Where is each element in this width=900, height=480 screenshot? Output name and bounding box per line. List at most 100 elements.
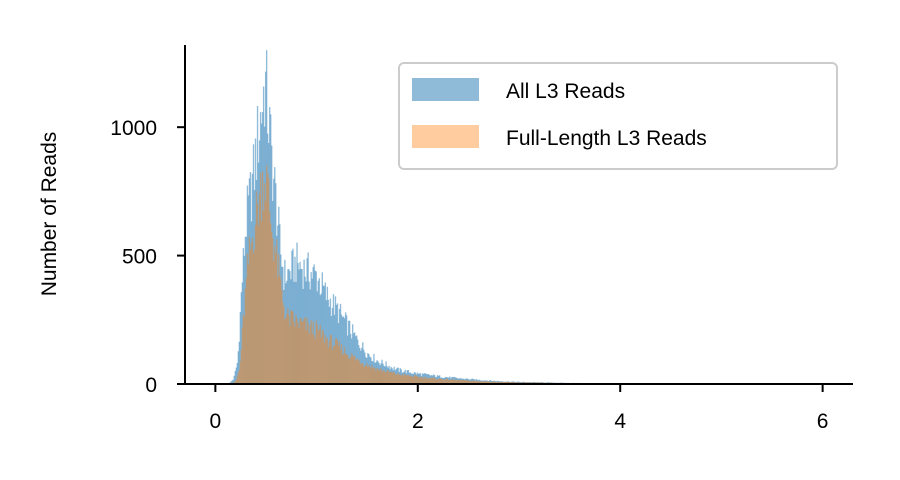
histogram-bar [285,283,287,384]
histogram-bar [331,349,334,384]
histogram-bar [257,162,260,384]
histogram-bar [360,364,362,384]
histogram-bar [370,357,372,384]
histogram-bar [447,378,449,384]
histogram-bar [337,345,340,384]
histogram-bar [255,191,258,384]
histogram-bar [511,381,514,384]
histogram-bar [418,373,421,384]
histogram-bar [361,363,363,384]
histogram-bar [401,374,403,384]
histogram-bar [475,378,477,384]
histogram-bar [318,329,320,384]
histogram-bar [258,140,261,384]
histogram-bar [396,374,398,384]
histogram-bar [332,294,335,384]
histogram-bar [441,378,443,384]
histogram-bar [311,278,313,384]
histogram-bar [505,381,508,384]
histogram-bar [286,280,288,384]
histogram-bar [488,381,490,384]
histogram-bar [265,50,268,384]
histogram-bar [230,381,232,384]
histogram-bar [438,379,440,384]
histogram-bar [291,250,293,384]
histogram-bar [286,313,288,384]
histogram-bar [452,377,454,384]
histogram-bar [410,373,413,384]
histogram-bar [352,324,354,384]
histogram-bar [328,341,331,384]
histogram-bar [443,379,445,384]
histogram-bar [296,318,298,384]
histogram-bar [359,361,361,384]
x-tick-label: 6 [817,410,829,433]
histogram-bar [330,335,333,384]
histogram-bar [430,377,433,384]
histogram-bar [323,286,326,384]
histogram-bar [300,268,302,384]
histogram-bar [446,378,448,384]
histogram-bar [380,363,382,384]
histogram-bar [292,311,294,384]
histogram-bar [321,272,323,384]
histogram-bar [485,380,487,384]
histogram-bar [439,378,441,384]
histogram-bar [501,381,504,384]
histogram-bar [260,123,263,384]
histogram-bar [279,275,281,384]
histogram-bar [372,361,374,384]
histogram-bar [322,285,325,384]
histogram-bar [469,379,471,384]
histogram-bar [436,379,438,384]
histogram-bar [315,271,317,384]
histogram-bar [344,353,347,384]
histogram-bar [407,370,410,384]
histogram-bar [342,353,345,384]
histogram-bar [241,282,244,384]
histogram-bar [379,365,381,384]
histogram-bar [350,338,353,384]
histogram-bar [422,374,425,384]
histogram-bar [485,381,487,384]
histogram-bar [409,372,412,384]
histogram-bar [289,271,291,384]
histogram-bar [271,145,273,384]
histogram-bar [319,324,321,384]
histogram-bar [389,369,391,384]
histogram-bar [427,378,430,384]
histogram-bar [280,254,282,384]
histogram-bar [297,322,299,384]
histogram-bar [453,376,455,384]
histogram-bar [433,377,436,384]
histogram-bar [422,378,425,384]
histogram-bar [294,256,296,384]
histogram-bar [271,231,273,384]
histogram-bar [449,380,451,384]
histogram-bar [450,379,452,384]
histogram-bar [300,317,302,384]
y-ticks: 0 500 1000 [110,117,185,397]
histogram-bar [331,307,334,384]
histogram-bar [247,195,250,384]
histogram-bar [306,258,308,384]
x-ticks: 0 2 4 6 [210,384,829,433]
histogram-bar [406,375,409,384]
histogram-bar [365,357,367,384]
histogram-bar [493,380,496,384]
histogram-bar [313,335,315,384]
histogram-bar [371,360,373,384]
histogram-bar [259,172,262,384]
histogram-bar [405,375,407,384]
histogram-bar [476,379,478,384]
histogram-bar [320,293,322,384]
histogram-bar [374,368,376,384]
histogram-bar [308,333,310,384]
histogram-bar [461,379,463,384]
histogram-bar [442,377,444,384]
histogram-bar [329,334,332,384]
histogram-bar [368,365,370,384]
histogram-bar [432,377,435,384]
histogram-bar [309,325,311,384]
